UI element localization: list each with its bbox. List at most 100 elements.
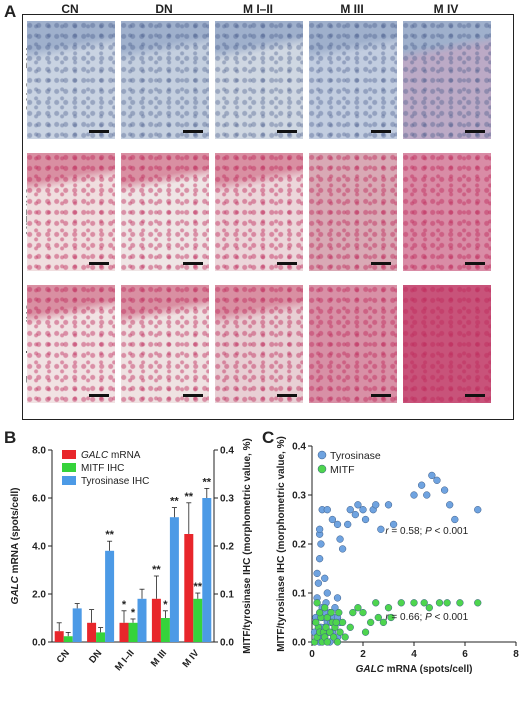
bar	[105, 550, 115, 642]
bar	[202, 498, 212, 642]
bar-chart-svg: 0.0 2.0 4.0 6.0 8.0 0.0 0.1 0.2 0.3 0.4 GALC mRNA …	[10, 438, 253, 673]
column-header-3: M III	[340, 2, 364, 16]
x-axis-label: GALC mRNA (spots/cell)	[356, 664, 473, 675]
correlation-annotation: r = 0.66; P < 0.001	[385, 612, 468, 623]
x-tick-label: 2	[360, 649, 366, 660]
scale-bar	[89, 130, 109, 133]
bar	[169, 517, 179, 642]
annotation-p-text: < 0.001	[432, 612, 469, 623]
data-point	[428, 471, 436, 480]
y-tick-label: 0.3	[292, 491, 306, 502]
data-point	[456, 599, 464, 607]
data-point	[338, 545, 347, 553]
data-point	[344, 520, 352, 529]
micrograph-tile	[309, 285, 397, 403]
correlation-annotation: r = 0.58; P < 0.001	[385, 526, 468, 537]
y-tick-label: 0.4	[292, 442, 306, 453]
legend-entry: GALC mRNA	[81, 450, 141, 461]
micrograph-tile	[27, 153, 115, 271]
bar	[184, 534, 194, 642]
y-axis-right-label: MITF/tyrosinase IHC (morphometric value,…	[242, 438, 253, 654]
annotation-r: r	[385, 612, 389, 623]
bar	[151, 598, 161, 642]
data-point	[410, 599, 418, 607]
data-point	[351, 510, 359, 519]
x-tick-label: 6	[462, 649, 468, 660]
micrograph-tile	[121, 285, 209, 403]
data-point	[317, 540, 325, 548]
right-tick-label: 0.2	[220, 542, 234, 553]
legend-marker	[317, 464, 327, 474]
data-point	[389, 520, 398, 529]
significance-marker: *	[122, 599, 127, 611]
data-point	[335, 608, 343, 617]
significance-marker: **	[170, 496, 179, 508]
x-tick-label: 4	[411, 649, 417, 660]
data-point	[354, 501, 362, 509]
data-point	[312, 618, 320, 627]
data-point	[323, 506, 331, 514]
data-point	[418, 481, 426, 489]
bar-chart: 0.0 2.0 4.0 6.0 8.0 0.0 0.1 0.2 0.3 0.4 GALC mRNA …	[0, 430, 262, 701]
scale-bar	[89, 262, 109, 265]
data-point	[361, 515, 370, 524]
legend-entry: MITF IHC	[81, 463, 124, 474]
data-point	[328, 515, 337, 524]
legend-entry-italic: GALC	[81, 450, 109, 461]
category-label: M I–II	[113, 648, 137, 673]
data-point	[341, 633, 349, 641]
x-tick-label: 0	[309, 649, 315, 660]
bar	[160, 618, 170, 642]
annotation-p-text: < 0.001	[432, 526, 469, 537]
category-label: CN	[55, 648, 72, 666]
x-tick-label: 8	[513, 649, 519, 660]
bar	[128, 622, 138, 642]
data-point	[338, 618, 347, 627]
data-point	[374, 613, 382, 622]
data-point	[333, 638, 342, 646]
legend-swatch	[62, 450, 76, 459]
data-point	[379, 618, 388, 627]
annotation-r: r	[385, 526, 389, 537]
x-axis-label-text: mRNA (spots/cell)	[384, 664, 473, 675]
data-point	[354, 604, 362, 612]
data-point	[372, 599, 380, 607]
data-point	[384, 501, 393, 509]
scale-bar	[371, 130, 391, 133]
data-point	[397, 599, 405, 607]
data-point	[313, 569, 321, 578]
panel-letter-c: C	[262, 428, 275, 447]
x-axis-label-italic: GALC	[356, 664, 385, 675]
right-tick-label: 0.4	[220, 446, 234, 457]
left-tick-label: 6.0	[32, 494, 46, 505]
scale-bar	[371, 262, 391, 265]
y-axis-left-label-text: mRNA (spots/cell)	[10, 488, 21, 577]
micrograph-tile	[403, 285, 491, 403]
significance-marker: **	[203, 476, 212, 488]
left-tick-label: 2.0	[32, 590, 46, 601]
data-point	[349, 608, 357, 617]
legend-swatch	[62, 463, 76, 472]
bar	[119, 622, 129, 642]
micrograph-tile	[215, 153, 303, 271]
data-point	[321, 574, 329, 582]
bar	[96, 632, 106, 642]
significance-marker: **	[105, 529, 114, 541]
category-label: DN	[87, 648, 104, 666]
data-point	[323, 613, 331, 622]
right-tick-label: 0.1	[220, 590, 234, 601]
scale-bar	[277, 394, 297, 397]
data-point	[440, 486, 449, 494]
scale-bar	[277, 130, 297, 133]
column-header-2: M I–II	[242, 2, 273, 16]
column-header-4: M IV	[433, 2, 459, 16]
data-point	[323, 638, 331, 646]
scale-bar	[465, 262, 485, 265]
panel-letter-b: B	[4, 428, 17, 447]
data-point	[410, 491, 418, 499]
significance-marker: **	[185, 491, 194, 503]
micrograph-tile	[27, 21, 115, 139]
data-point	[359, 608, 367, 617]
left-tick-label: 0.0	[32, 638, 46, 649]
scale-bar	[183, 394, 203, 397]
